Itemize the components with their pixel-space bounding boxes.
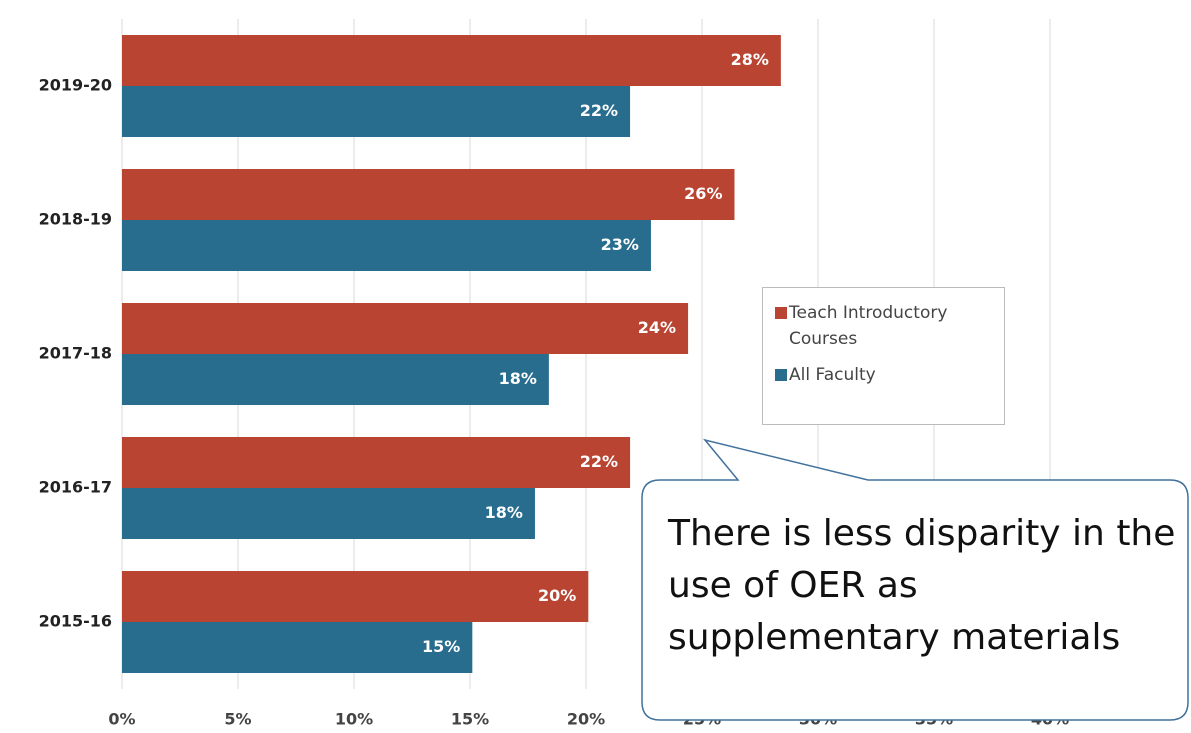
bar [122, 35, 781, 86]
data-label: 20% [538, 586, 576, 605]
data-label: 28% [731, 50, 769, 69]
data-label: 26% [684, 184, 722, 203]
data-label: 23% [601, 235, 639, 254]
bar [122, 571, 589, 622]
data-label: 15% [422, 637, 460, 656]
bar [122, 488, 535, 539]
y-tick-label: 2015-16 [39, 612, 112, 631]
data-label: 22% [580, 101, 618, 120]
y-tick-label: 2017-18 [39, 344, 112, 363]
callout-box [641, 438, 1189, 721]
legend-label: Teach Introductory Courses [789, 303, 948, 349]
x-tick-label: 5% [224, 710, 251, 729]
y-tick-label: 2016-17 [39, 478, 112, 497]
annotation: There is less disparity in the use of OE… [668, 513, 1176, 658]
legend-item: All Faculty [775, 362, 990, 388]
y-tick-label: 2019-20 [39, 76, 112, 95]
data-label: 22% [580, 452, 618, 471]
data-label: 24% [638, 318, 676, 337]
x-tick-label: 0% [108, 710, 135, 729]
bar [122, 169, 735, 220]
legend-item: Teach Introductory Courses [775, 300, 990, 352]
bar [122, 303, 689, 354]
bar [122, 622, 473, 673]
legend-label: All Faculty [789, 365, 876, 385]
bar [122, 220, 651, 271]
bar [122, 86, 631, 137]
data-label: 18% [499, 369, 537, 388]
x-tick-label: 15% [451, 710, 489, 729]
bar [122, 437, 631, 488]
legend-swatch [775, 369, 787, 381]
x-tick-label: 20% [567, 710, 605, 729]
data-label: 18% [485, 503, 523, 522]
x-tick-label: 10% [335, 710, 373, 729]
y-tick-label: 2018-19 [39, 210, 112, 229]
bar [122, 354, 549, 405]
legend: Teach Introductory Courses All Faculty [762, 287, 1005, 425]
legend-swatch [775, 307, 787, 319]
